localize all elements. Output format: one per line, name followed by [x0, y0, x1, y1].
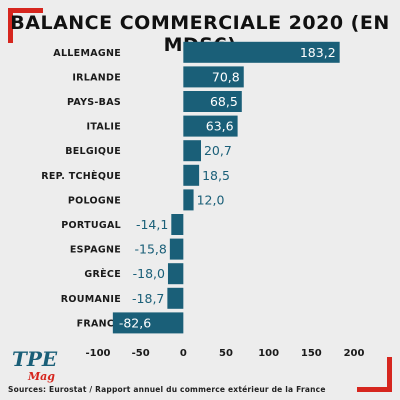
- category-label: POLOGNE: [68, 195, 121, 206]
- x-tick-label: 150: [301, 348, 322, 359]
- bar: [183, 91, 242, 112]
- bars: [112, 41, 340, 334]
- bar: [183, 115, 238, 137]
- category-label: GRÈCE: [84, 268, 121, 280]
- bar: [167, 263, 184, 285]
- category-label: IRLANDE: [72, 72, 121, 83]
- value-label: -15,8: [135, 242, 167, 257]
- tpe-mag-logo: TPE Mag: [12, 347, 58, 383]
- category-label: BELGIQUE: [65, 146, 121, 157]
- bar: [171, 214, 184, 235]
- value-label: -18,0: [133, 266, 165, 281]
- value-label: -82,6: [119, 315, 151, 330]
- svg-text:Mag: Mag: [27, 370, 55, 383]
- x-tick-label: -100: [85, 348, 110, 359]
- corner-accent-bottom-right: [357, 357, 392, 392]
- x-tick-label: 200: [344, 348, 365, 359]
- bar: [183, 66, 244, 88]
- value-label: 68,5: [210, 94, 238, 109]
- x-tick-label: 100: [258, 348, 279, 359]
- x-tick-label: -50: [132, 348, 150, 359]
- bar: [183, 189, 194, 211]
- x-tick-label: 0: [180, 348, 187, 359]
- source-note: Sources: Eurostat / Rapport annuel du co…: [8, 385, 326, 394]
- value-label: 12,0: [197, 192, 225, 207]
- category-label: ITALIE: [86, 122, 121, 133]
- value-label: 183,2: [300, 45, 336, 60]
- value-label: 18,5: [202, 168, 230, 183]
- category-label: PAYS-BAS: [67, 97, 121, 108]
- category-label: ESPAGNE: [70, 245, 121, 256]
- category-label: ROUMANIE: [61, 294, 121, 305]
- x-axis-ticks: -100 -50 0 50 100 150 200: [85, 348, 364, 359]
- bar: [183, 164, 200, 186]
- category-labels: ALLEMAGNE IRLANDE PAYS-BAS ITALIE BELGIQUE RE…: [41, 48, 121, 330]
- bar: [169, 238, 184, 260]
- x-tick-label: 50: [219, 348, 233, 359]
- value-labels: 183,2 70,8 68,5 63,6 20,7 18,5 12,0 -14,1 -15,8 -…: [119, 45, 336, 331]
- svg-text:TPE: TPE: [12, 347, 58, 371]
- value-label: -18,7: [132, 291, 164, 306]
- value-label: -14,1: [136, 217, 168, 232]
- bar: [183, 140, 201, 162]
- bar: [183, 41, 340, 63]
- bar: [112, 312, 184, 334]
- category-label: FRANCE: [77, 318, 121, 329]
- value-label: 63,6: [206, 119, 234, 134]
- category-label: ALLEMAGNE: [53, 48, 121, 59]
- value-label: 20,7: [204, 143, 232, 158]
- bar: [167, 287, 184, 309]
- category-label: PORTUGAL: [61, 220, 121, 231]
- value-label: 70,8: [212, 69, 240, 84]
- corner-accent-top-left: [8, 8, 43, 43]
- category-label: REP. TCHÈQUE: [41, 170, 121, 182]
